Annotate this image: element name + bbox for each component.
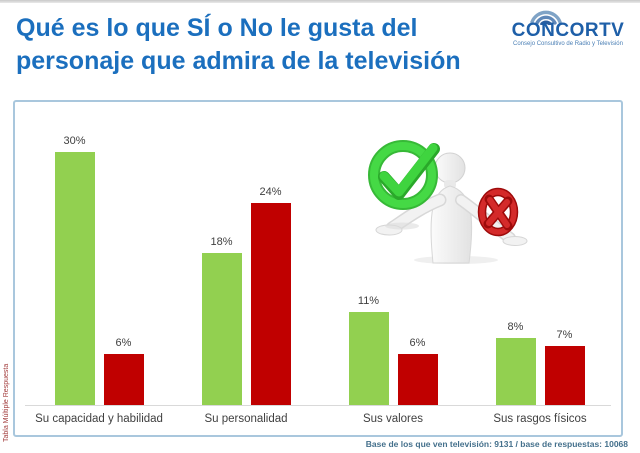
bar-no <box>544 346 585 405</box>
bar-no <box>250 203 291 405</box>
cross-icon <box>477 187 519 237</box>
check-icon <box>368 140 440 230</box>
bar-si <box>348 312 389 405</box>
bar-no <box>103 354 144 405</box>
bar-value-label: 7% <box>556 329 573 341</box>
category-label: Sus valores <box>362 413 424 425</box>
concortv-logo: CONCORTV Consejo Consultivo de Radio y T… <box>502 5 634 47</box>
bar-value-label: 30% <box>63 135 86 147</box>
wifi-icon <box>530 10 562 25</box>
logo-subtitle: Consejo Consultivo de Radio y Televisión <box>513 41 623 47</box>
bar-no <box>397 354 438 405</box>
bar-value-label: 8% <box>507 321 524 333</box>
bar-value-label: 18% <box>210 236 233 248</box>
top-divider <box>0 0 640 3</box>
base-note: Base de los que ven televisión: 9131 / b… <box>365 439 628 449</box>
category-label: Su personalidad <box>204 413 288 425</box>
side-note: Tabla Múltiple Respuesta <box>3 363 10 442</box>
bar-si <box>201 253 242 405</box>
bar-si <box>54 152 95 405</box>
bar-value-label: 6% <box>409 337 426 349</box>
bar-value-label: 6% <box>115 337 132 349</box>
bar-value-label: 24% <box>259 186 282 198</box>
bar-si <box>495 338 536 405</box>
logo-name: CONCORTV <box>511 20 625 41</box>
category-label: Su capacidad y habilidad <box>35 413 163 425</box>
bar-value-label: 11% <box>357 295 380 307</box>
check-cross-figure <box>368 140 528 264</box>
category-label: Sus rasgos físicos <box>493 413 587 425</box>
x-axis-line <box>25 405 611 406</box>
chart-panel: 30% 6% Su capacidad y habilidad 18% 24% Su pe… <box>13 100 623 437</box>
page-title: Qué es lo que SÍ o No le gusta del perso… <box>16 14 461 75</box>
